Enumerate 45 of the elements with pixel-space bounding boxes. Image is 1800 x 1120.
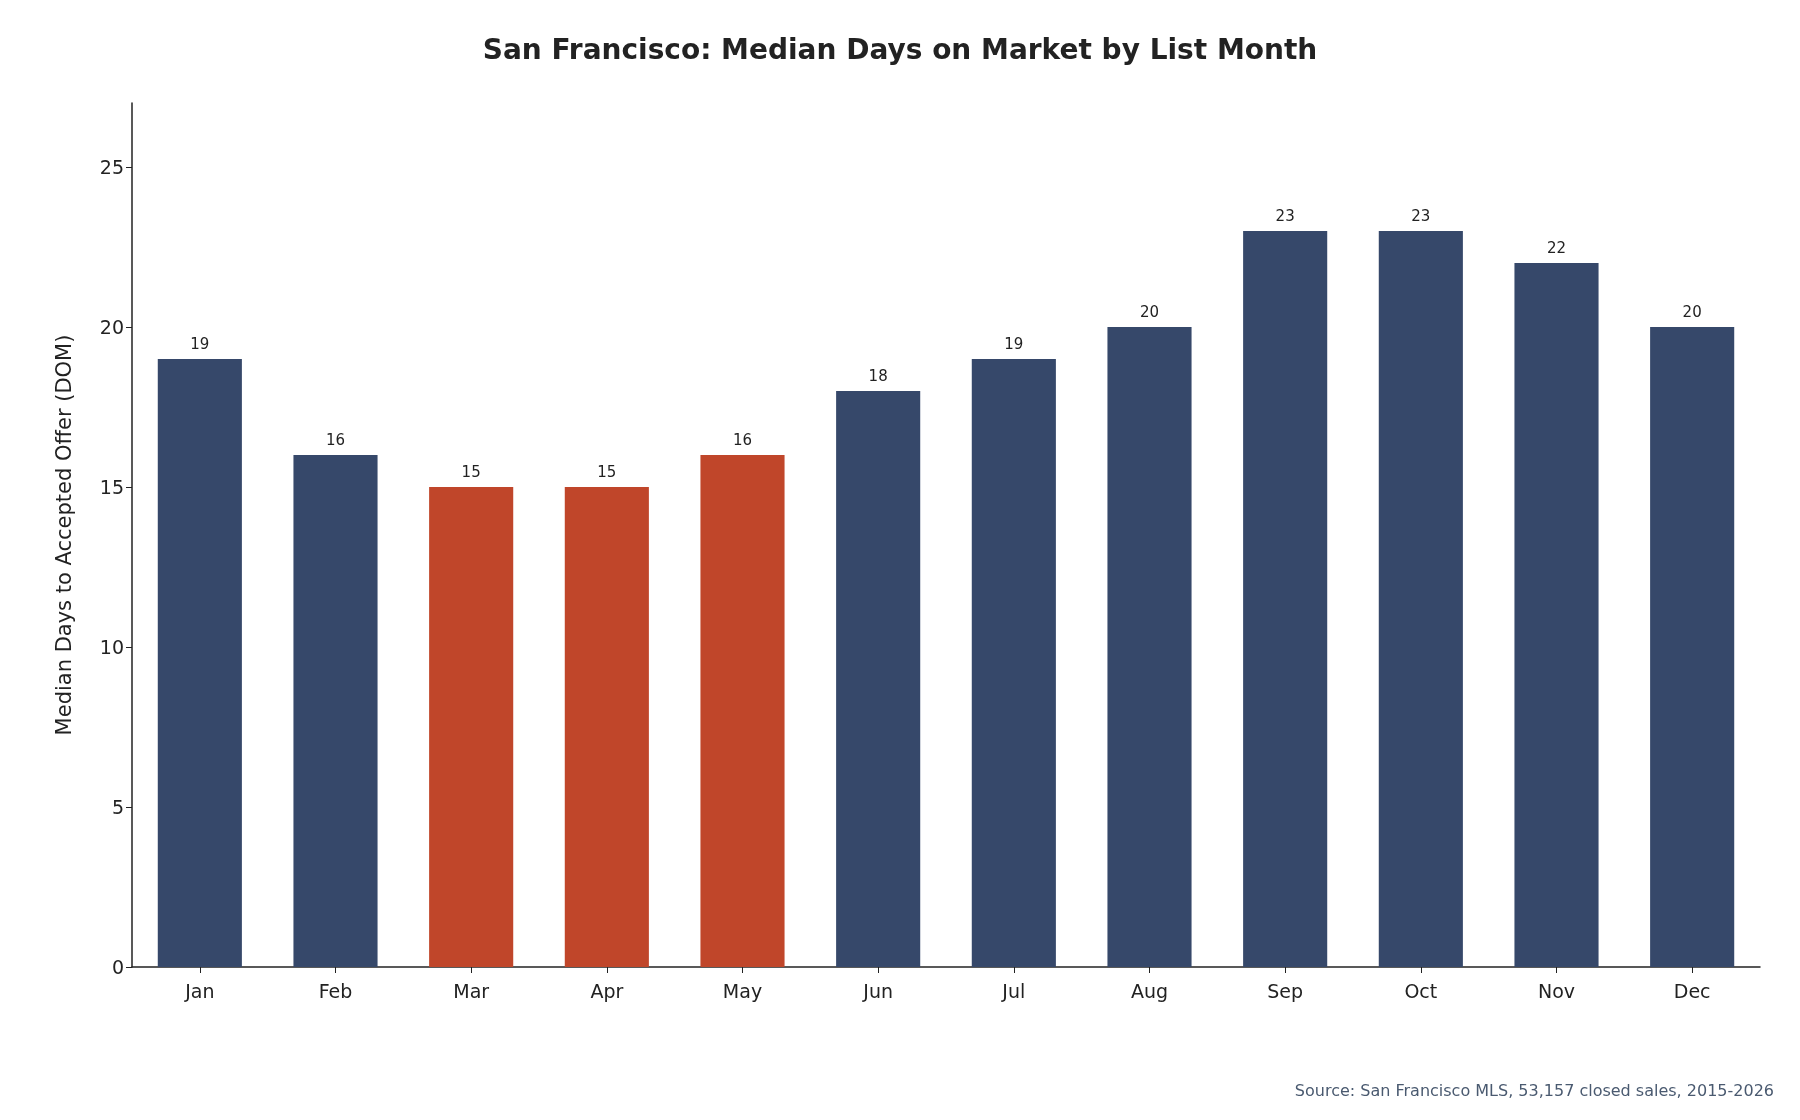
x-tick-label: Dec xyxy=(1673,979,1711,1002)
y-tick-label: 25 xyxy=(99,156,124,178)
y-tick-label: 0 xyxy=(111,956,124,978)
bar xyxy=(836,391,921,967)
bar xyxy=(1378,231,1463,967)
x-tick-label: Feb xyxy=(318,979,353,1002)
y-tick-label: 20 xyxy=(99,316,124,338)
bar xyxy=(564,487,649,967)
bar xyxy=(700,455,785,967)
y-axis-title: Median Days to Accepted Offer (DOM) xyxy=(51,334,76,736)
data-label: 19 xyxy=(190,334,210,353)
x-tick-label: Mar xyxy=(453,979,490,1002)
data-label: 19 xyxy=(1004,334,1024,353)
y-tick-label: 10 xyxy=(99,636,124,658)
bar xyxy=(1514,263,1599,967)
x-tick-label: Aug xyxy=(1130,979,1169,1002)
x-tick-label: Sep xyxy=(1267,979,1304,1002)
bar xyxy=(1650,327,1735,967)
x-tick-label: May xyxy=(722,979,763,1002)
data-label: 20 xyxy=(1139,302,1160,321)
data-label: 23 xyxy=(1275,206,1295,225)
bar xyxy=(157,359,242,967)
data-label: 23 xyxy=(1411,206,1431,225)
x-tick-label: Apr xyxy=(590,979,624,1002)
data-label: 16 xyxy=(325,430,346,449)
data-label: 16 xyxy=(732,430,753,449)
bar xyxy=(1243,231,1328,967)
y-tick-label: 5 xyxy=(111,796,124,818)
bar xyxy=(971,359,1056,967)
bar xyxy=(429,487,514,967)
x-tick-label: Oct xyxy=(1404,979,1438,1002)
x-tick-label: Jul xyxy=(1001,979,1026,1002)
x-tick-label: Nov xyxy=(1537,979,1576,1002)
chart-title: San Francisco: Median Days on Market by List Month xyxy=(482,32,1318,66)
data-label: 22 xyxy=(1546,238,1567,257)
x-tick-label: Jun xyxy=(862,979,894,1002)
source-note: Source: San Francisco MLS, 53,157 closed sales, 2015-2026 xyxy=(1294,1080,1775,1100)
data-label: 20 xyxy=(1682,302,1702,321)
data-label: 15 xyxy=(461,462,481,481)
data-label: 15 xyxy=(597,462,617,481)
data-label: 18 xyxy=(868,366,888,385)
y-tick-label: 15 xyxy=(99,476,124,498)
x-tick-label: Jan xyxy=(184,979,215,1002)
bar xyxy=(293,455,378,967)
bar xyxy=(1107,327,1192,967)
